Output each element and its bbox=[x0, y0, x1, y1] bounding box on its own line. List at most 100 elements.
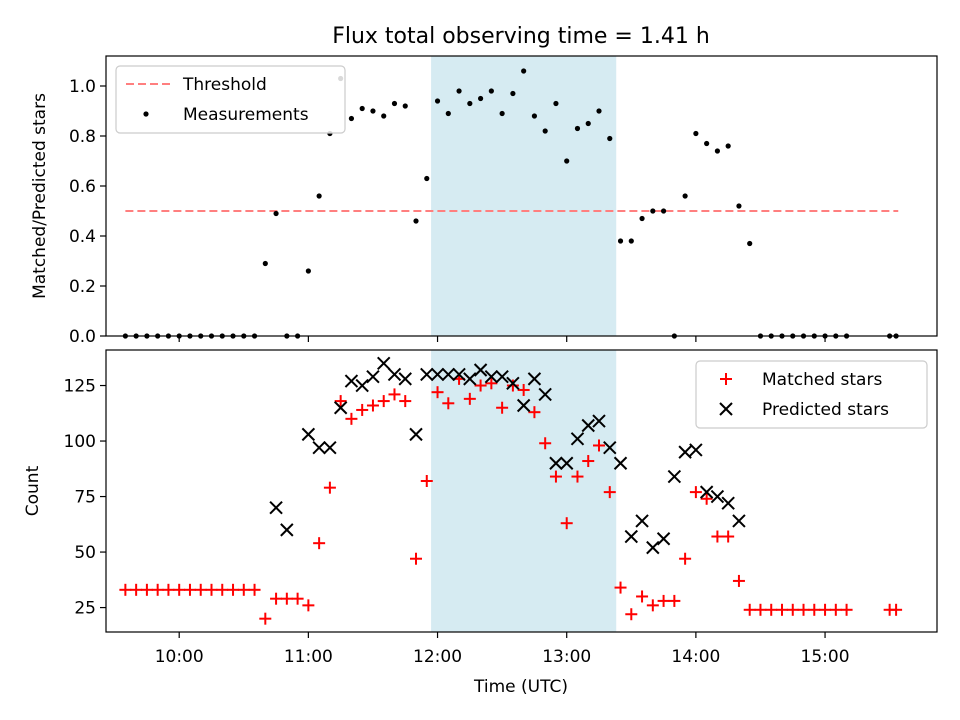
predicted-point bbox=[387, 367, 402, 382]
predicted-point bbox=[732, 514, 746, 528]
matched-point bbox=[765, 603, 778, 616]
matched-point bbox=[528, 406, 541, 419]
matched-point bbox=[140, 583, 153, 596]
matched-point bbox=[248, 583, 261, 596]
matched-point bbox=[829, 603, 842, 616]
predicted-point bbox=[441, 367, 456, 382]
matched-point bbox=[840, 603, 853, 616]
matched-point bbox=[151, 583, 164, 596]
matched-point bbox=[636, 590, 649, 603]
matched-point bbox=[593, 439, 606, 452]
predicted-point bbox=[635, 514, 649, 528]
matched-point bbox=[689, 486, 702, 499]
predicted-point bbox=[323, 440, 337, 455]
measurement-point bbox=[445, 110, 451, 117]
y-tick-label: 0.8 bbox=[69, 127, 96, 147]
x-tick-label: 12:00 bbox=[413, 647, 462, 667]
predicted-point bbox=[280, 523, 294, 537]
matched-point bbox=[496, 401, 509, 414]
bottom-panel: 25 50 75 100 125 10:00 11:00 12:00 13:00 14:00 15… bbox=[23, 349, 938, 697]
matched-point bbox=[302, 599, 315, 612]
predicted-stars-series bbox=[269, 356, 746, 555]
matched-point bbox=[474, 379, 487, 392]
legend-predicted-label: Predicted stars bbox=[762, 400, 889, 420]
bottom-axes-frame bbox=[105, 349, 938, 633]
predicted-point bbox=[613, 456, 628, 470]
predicted-point bbox=[344, 374, 359, 388]
matched-point bbox=[646, 599, 659, 612]
predicted-point bbox=[560, 456, 574, 470]
top-y-axis-ticks: 0.0 0.2 0.4 0.6 0.8 1.0 bbox=[69, 77, 106, 347]
measurement-point bbox=[370, 108, 376, 114]
x-tick-label: 15:00 bbox=[801, 647, 850, 667]
observing-window-shade-top bbox=[431, 56, 617, 336]
matched-point bbox=[797, 603, 810, 616]
y-tick-label: 125 bbox=[64, 377, 96, 397]
matched-point bbox=[517, 383, 530, 396]
matched-point bbox=[463, 392, 476, 405]
measurement-point bbox=[273, 210, 279, 217]
bottom-x-axis-ticks: 10:00 11:00 12:00 13:00 14:00 15:00 bbox=[155, 632, 850, 667]
measurement-point bbox=[553, 100, 559, 107]
measurement-point bbox=[714, 148, 721, 154]
matched-point bbox=[485, 377, 498, 390]
measurement-point bbox=[477, 95, 484, 102]
matched-point bbox=[216, 583, 229, 596]
legend-matched-label: Matched stars bbox=[762, 370, 882, 390]
matched-point bbox=[183, 583, 196, 596]
predicted-point bbox=[646, 540, 660, 555]
measurement-point bbox=[262, 260, 268, 267]
bottom-legend: Matched stars Predicted stars bbox=[695, 360, 928, 429]
predicted-point bbox=[603, 440, 617, 455]
legend-measurement-swatch bbox=[143, 111, 149, 117]
y-tick-label: 0.0 bbox=[69, 327, 96, 347]
bottom-y-axis-ticks: 25 50 75 100 125 bbox=[64, 377, 106, 619]
predicted-point bbox=[301, 427, 316, 442]
predicted-point bbox=[366, 369, 380, 384]
measurement-point bbox=[596, 108, 602, 114]
y-tick-label: 1.0 bbox=[69, 77, 96, 97]
measurement-point bbox=[542, 128, 548, 134]
y-tick-label: 100 bbox=[64, 432, 96, 452]
y-tick-label: 0.6 bbox=[69, 177, 96, 197]
predicted-point bbox=[689, 443, 703, 457]
predicted-point bbox=[581, 418, 595, 433]
matched-point bbox=[754, 603, 767, 616]
predicted-point bbox=[355, 378, 369, 393]
predicted-point bbox=[398, 372, 412, 386]
measurement-point bbox=[316, 193, 322, 199]
measurement-point bbox=[736, 203, 742, 209]
measurement-point bbox=[424, 175, 430, 182]
predicted-point bbox=[592, 414, 606, 428]
predicted-point bbox=[495, 369, 509, 384]
matched-point bbox=[743, 603, 756, 616]
measurement-point bbox=[704, 140, 710, 147]
measurement-point bbox=[607, 135, 613, 142]
x-tick-label: 13:00 bbox=[542, 647, 591, 667]
top-y-axis-label: Matched/Predicted stars bbox=[30, 93, 50, 299]
x-axis-label: Time (UTC) bbox=[473, 677, 568, 697]
y-tick-label: 0.4 bbox=[69, 227, 96, 247]
matched-point bbox=[442, 397, 455, 410]
matched-point bbox=[549, 470, 562, 483]
matched-point bbox=[711, 530, 724, 543]
y-tick-label: 25 bbox=[74, 599, 96, 619]
predicted-point bbox=[667, 469, 682, 484]
matched-point bbox=[819, 603, 832, 616]
matched-point bbox=[399, 395, 412, 408]
measurement-point bbox=[305, 268, 311, 274]
matched-point bbox=[313, 537, 326, 550]
measurement-point bbox=[499, 110, 505, 117]
legend-matched-swatch bbox=[720, 373, 732, 385]
matched-point bbox=[506, 379, 519, 392]
measurement-point bbox=[650, 208, 656, 214]
measurement-point bbox=[747, 240, 753, 247]
measurement-point bbox=[531, 113, 538, 119]
predicted-point bbox=[430, 367, 445, 382]
matched-point bbox=[259, 612, 272, 625]
matched-point bbox=[539, 437, 552, 450]
predicted-point bbox=[452, 367, 466, 382]
y-tick-label: 75 bbox=[74, 488, 96, 508]
measurement-point bbox=[413, 218, 419, 224]
